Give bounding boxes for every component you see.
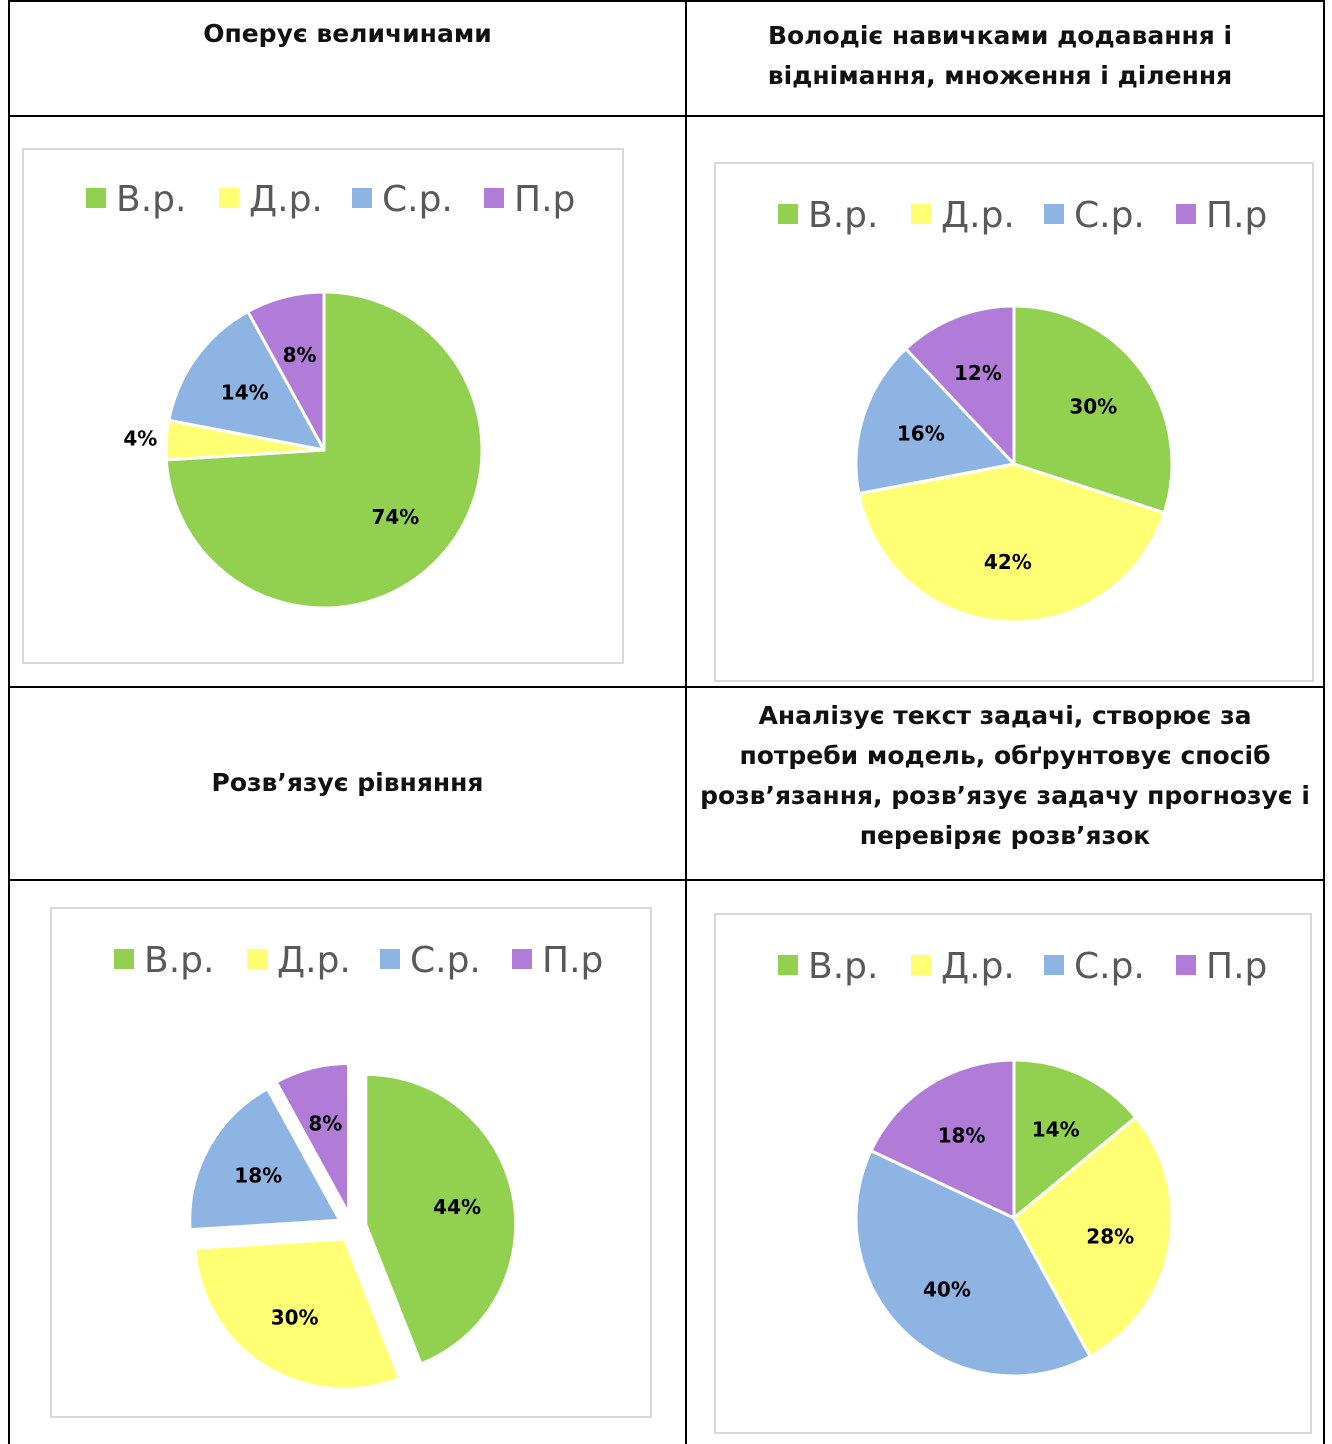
pie-chart-2-svg: В.р. Д.р. С.р. П.р 30% 42% 16% 12% [778,195,1267,624]
data-label-dr: 30% [271,1305,319,1329]
legend-swatch-dr [911,204,931,224]
header-text-4: Аналізує текст задачі, створює за потреб… [700,701,1310,850]
chart-solves-equations: В.р. Д.р. С.р. П.р 44% 30% 18% 8% [50,907,652,1418]
header-text-1: Оперує величинами [203,19,492,48]
table-row-divider-1 [8,115,1325,117]
pie-slice-vr [1012,1058,1138,1220]
data-label-vr: 44% [433,1195,481,1219]
data-label-pr: 8% [308,1111,342,1135]
legend-label-pr: П.р [514,179,575,220]
data-label-sr: 40% [923,1277,971,1301]
table-column-divider [685,0,687,1444]
legend-label-sr: С.р. [1074,195,1145,236]
header-arithmetic-skills: Володіє навичками додавання і віднімання… [740,14,1260,98]
pie-slice-sr [854,347,1016,496]
header-text-3: Розв’язує рівняння [211,768,484,797]
legend-label-pr: П.р [1206,946,1267,987]
legend-swatch-sr [380,949,400,969]
pie-chart-1-svg: В.р. Д.р. С.р. П.р 74% 4% 14% 8% [86,179,575,610]
table-border-left [8,0,10,1444]
chart-operates-quantities: В.р. Д.р. С.р. П.р 74% 4% 14% 8% [22,148,624,664]
legend-swatch-vr [86,188,106,208]
chart-analyzes-problem: В.р. Д.р. С.р. П.р 14% 28% 40% 18% [714,913,1312,1434]
data-label-sr: 16% [897,422,945,446]
legend-label-pr: П.р [1206,195,1267,236]
legend-swatch-vr [778,955,798,975]
pie-slice-pr [274,1061,351,1215]
legend-swatch-dr [247,949,267,969]
table-border-top [8,0,1325,2]
pie-chart-4-svg: В.р. Д.р. С.р. П.р 14% 28% 40% 18% [778,946,1267,1378]
pie-slice-dr [1012,1115,1174,1358]
pie-slice-pr [246,290,326,452]
data-label-vr: 30% [1069,394,1117,418]
legend-label-vr: В.р. [808,946,878,987]
legend-label-sr: С.р. [1074,946,1145,987]
legend-label-dr: Д.р. [277,940,351,981]
table-border-right [1323,0,1325,1444]
legend-swatch-sr [1044,204,1064,224]
legend-swatch-sr [1044,955,1064,975]
data-label-dr: 42% [984,550,1032,574]
legend-label-vr: В.р. [808,195,878,236]
legend-swatch-pr [484,188,504,208]
data-label-pr: 12% [954,361,1002,385]
legend-label-dr: Д.р. [941,946,1015,987]
legend-label-dr: Д.р. [249,179,323,220]
pie-chart-3-svg: В.р. Д.р. С.р. П.р 44% 30% 18% 8% [114,940,603,1391]
header-text-2: Володіє навичками додавання і віднімання… [767,21,1233,90]
legend-swatch-pr [1176,204,1196,224]
header-operates-quantities: Оперує величинами [20,6,675,62]
legend-label-vr: В.р. [116,179,186,220]
pie-slice-dr [857,462,1166,624]
chart-arithmetic-skills: В.р. Д.р. С.р. П.р 30% 42% 16% 12% [714,162,1314,682]
pie-slice-dr [193,1237,402,1391]
legend-label-dr: Д.р. [941,195,1015,236]
legend-label-sr: С.р. [410,940,481,981]
legend-label-sr: С.р. [382,179,453,220]
legend-label-vr: В.р. [144,940,214,981]
header-analyzes-problem: Аналізує текст задачі, створює за потреб… [700,694,1310,858]
legend-swatch-dr [219,188,239,208]
legend-swatch-vr [114,949,134,969]
table-row-divider-3 [8,879,1325,881]
legend-swatch-pr [512,949,532,969]
table-row-divider-2 [8,686,1325,688]
data-label-pr: 8% [283,343,317,367]
legend-swatch-dr [911,955,931,975]
pie-slice-vr [364,1072,518,1366]
pie-slice-vr [1012,304,1174,515]
data-label-dr: 4% [123,426,157,450]
pie-slice-pr [904,304,1016,466]
data-label-pr: 18% [938,1123,986,1147]
legend-swatch-sr [352,188,372,208]
data-label-dr: 28% [1086,1224,1134,1248]
legend-swatch-vr [778,204,798,224]
data-label-vr: 14% [1032,1117,1080,1141]
pie-slice-pr [869,1058,1016,1220]
pie-slice-sr [854,1149,1092,1378]
data-label-sr: 18% [234,1163,282,1187]
pie-slice-sr [167,310,326,452]
pie-slice-sr [188,1087,342,1232]
data-label-vr: 74% [371,505,419,529]
legend-swatch-pr [1176,955,1196,975]
legend-label-pr: П.р [542,940,603,981]
header-solves-equations: Розв’язує рівняння [20,688,675,878]
data-label-sr: 14% [221,380,269,404]
